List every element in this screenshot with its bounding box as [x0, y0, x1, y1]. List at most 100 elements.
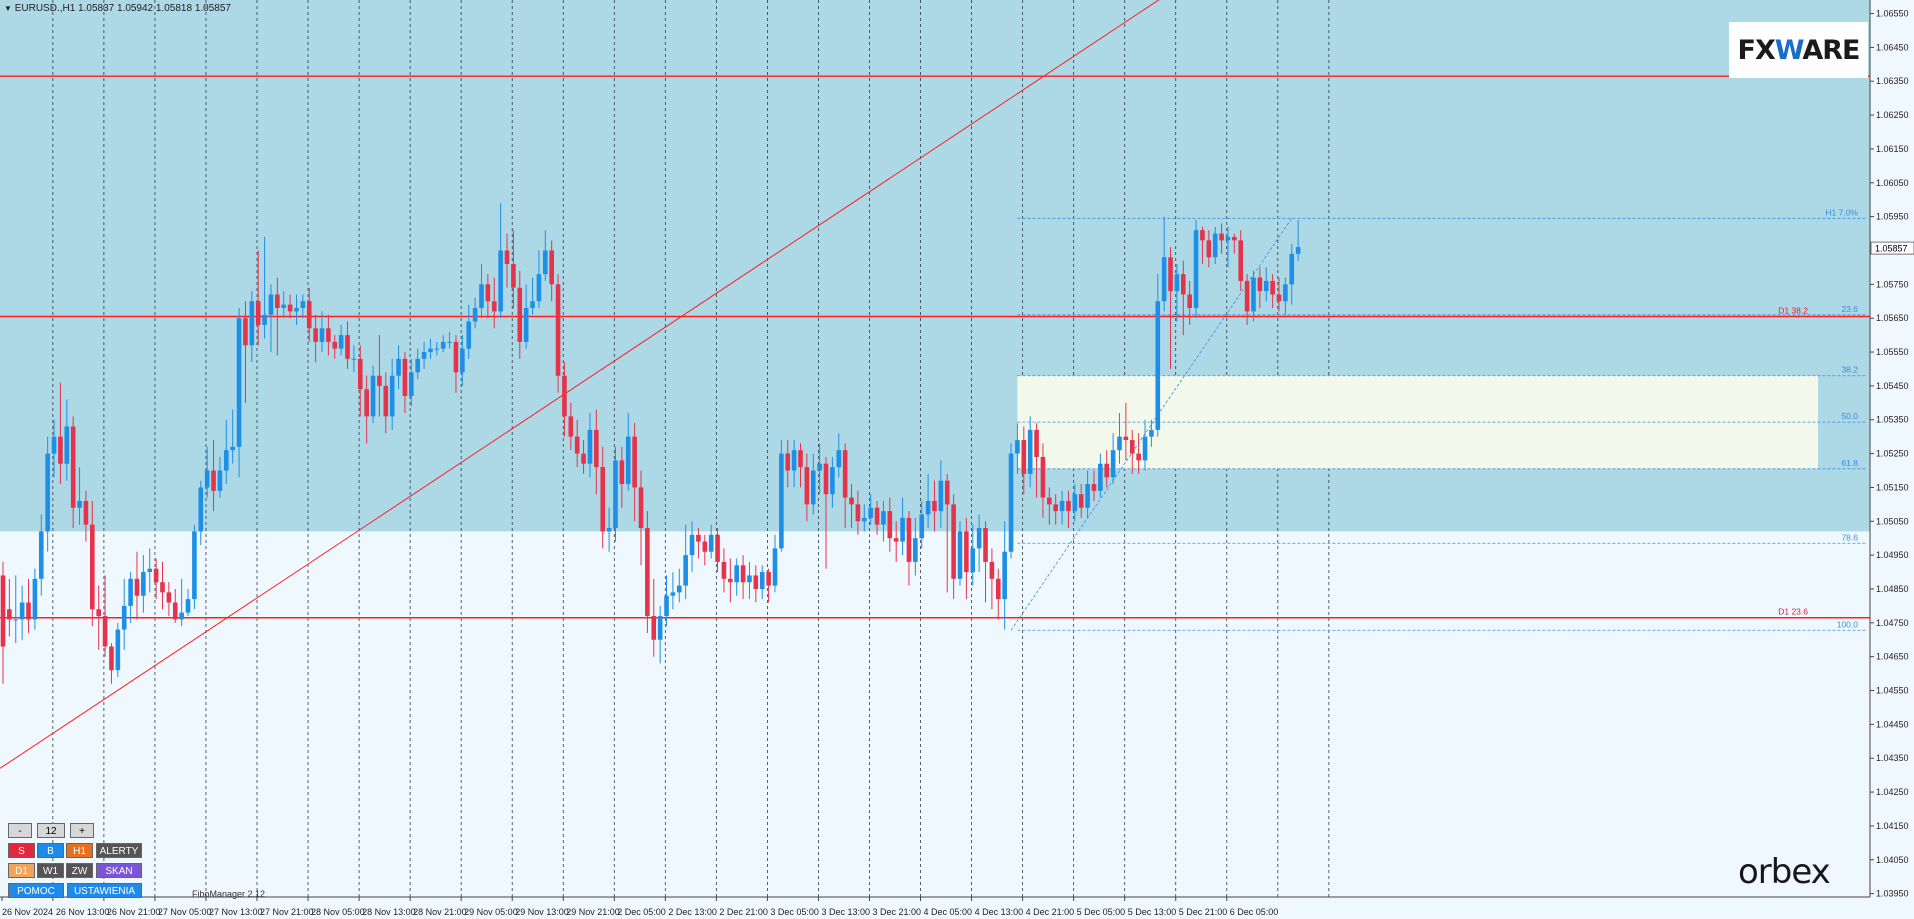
bearish-candle: [849, 497, 854, 505]
price-tick-label: 1.04850: [1876, 584, 1909, 594]
bullish-candle: [300, 301, 306, 309]
bullish-candle: [249, 301, 255, 346]
bullish-candle: [115, 629, 121, 671]
lower-price-zone: [0, 531, 1870, 897]
bullish-candle: [389, 375, 395, 417]
bullish-candle: [319, 328, 325, 342]
bearish-candle: [874, 507, 880, 525]
bearish-candle: [766, 572, 771, 586]
time-axis-area: [0, 897, 1914, 919]
bearish-candle: [1257, 277, 1263, 292]
bearish-candle: [887, 511, 893, 539]
bullish-candle: [791, 450, 797, 471]
time-tick-label: 29 Nov 05:00: [464, 907, 518, 917]
bullish-candle: [498, 250, 503, 312]
bullish-candle: [1085, 484, 1090, 508]
w1-button[interactable]: W1: [37, 863, 64, 878]
bearish-candle: [728, 578, 733, 583]
fib-level-label: H1 7.0%: [1825, 207, 1858, 217]
bearish-candle: [166, 592, 172, 603]
bearish-candle: [989, 561, 995, 579]
time-tick-label: 5 Dec 21:00: [1179, 907, 1228, 917]
price-tick-label: 1.06050: [1876, 178, 1909, 188]
bullish-candle: [919, 514, 925, 539]
bearish-candle: [90, 524, 95, 610]
bullish-candle: [1072, 494, 1078, 512]
bullish-candle: [689, 534, 695, 556]
bullish-candle: [830, 467, 835, 495]
bearish-candle: [453, 341, 459, 373]
bullish-candle: [147, 568, 153, 573]
time-tick-label: 4 Dec 13:00: [975, 907, 1024, 917]
h1-button[interactable]: H1: [66, 843, 93, 858]
bullish-candle: [938, 480, 944, 512]
price-tick-label: 1.05750: [1876, 279, 1909, 289]
scan-button[interactable]: SKAN: [96, 863, 142, 878]
bearish-candle: [306, 301, 312, 329]
buy-button[interactable]: B: [37, 843, 64, 858]
bearish-candle: [287, 304, 293, 312]
alerts-button[interactable]: ALERTY: [96, 843, 142, 858]
increase-button[interactable]: +: [70, 823, 94, 838]
bullish-candle: [77, 500, 82, 508]
bearish-candle: [549, 250, 554, 285]
bearish-candle: [377, 375, 382, 386]
decrease-button[interactable]: -: [8, 823, 32, 838]
bullish-candle: [543, 250, 548, 275]
bullish-candle: [447, 341, 452, 343]
trend-line: [0, 0, 1160, 769]
bearish-candle: [364, 389, 369, 417]
bullish-candle: [1263, 280, 1269, 292]
d1-button[interactable]: D1: [8, 863, 35, 878]
time-tick-label: 28 Nov 13:00: [362, 907, 416, 917]
bearish-candle: [619, 460, 625, 485]
bullish-candle: [466, 321, 472, 349]
bullish-candle: [976, 528, 982, 549]
bearish-candle: [109, 646, 114, 671]
bearish-candle: [1123, 436, 1129, 441]
bearish-candle: [1168, 257, 1173, 292]
price-tick-label: 1.05350: [1876, 415, 1909, 425]
time-tick-label: 26 Nov 2024: [2, 907, 53, 917]
bearish-candle: [326, 328, 331, 342]
bearish-candle: [275, 294, 280, 309]
bullish-candle: [868, 507, 873, 518]
sell-button[interactable]: S: [8, 843, 35, 858]
fxware-logo: FXWARE: [1729, 22, 1868, 78]
bearish-candle: [153, 568, 159, 583]
bearish-candle: [1206, 240, 1212, 258]
bullish-candle: [460, 348, 465, 373]
bullish-candle: [434, 348, 440, 350]
dropdown-arrow-icon[interactable]: ▼: [4, 4, 12, 13]
price-tick-label: 1.03950: [1876, 889, 1909, 899]
bullish-candle: [415, 358, 420, 373]
time-tick-label: 5 Dec 05:00: [1077, 907, 1126, 917]
bullish-candle: [747, 575, 752, 583]
bullish-candle: [708, 534, 714, 552]
bullish-candle: [587, 429, 593, 464]
help-button[interactable]: POMOC: [8, 883, 64, 898]
bearish-candle: [753, 575, 759, 589]
bullish-candle: [536, 274, 542, 302]
level-count-field[interactable]: 12: [37, 823, 65, 838]
bearish-candle: [1200, 230, 1205, 241]
bearish-candle: [855, 504, 861, 522]
price-tick-label: 1.04150: [1876, 821, 1909, 831]
price-tick-label: 1.04750: [1876, 618, 1909, 628]
bearish-candle: [951, 504, 956, 579]
bullish-candle: [421, 352, 427, 359]
bearish-candle: [313, 328, 318, 342]
bullish-candle: [530, 301, 535, 309]
bearish-candle: [638, 487, 644, 529]
bullish-candle: [779, 453, 784, 549]
time-tick-label: 29 Nov 13:00: [515, 907, 569, 917]
bearish-candle: [983, 528, 988, 562]
zw-button[interactable]: ZW: [66, 863, 93, 878]
bearish-candle: [600, 467, 606, 532]
time-tick-label: 28 Nov 05:00: [311, 907, 365, 917]
bullish-candle: [370, 375, 376, 417]
bearish-candle: [1244, 280, 1250, 312]
settings-button[interactable]: USTAWIENIA: [67, 883, 142, 898]
